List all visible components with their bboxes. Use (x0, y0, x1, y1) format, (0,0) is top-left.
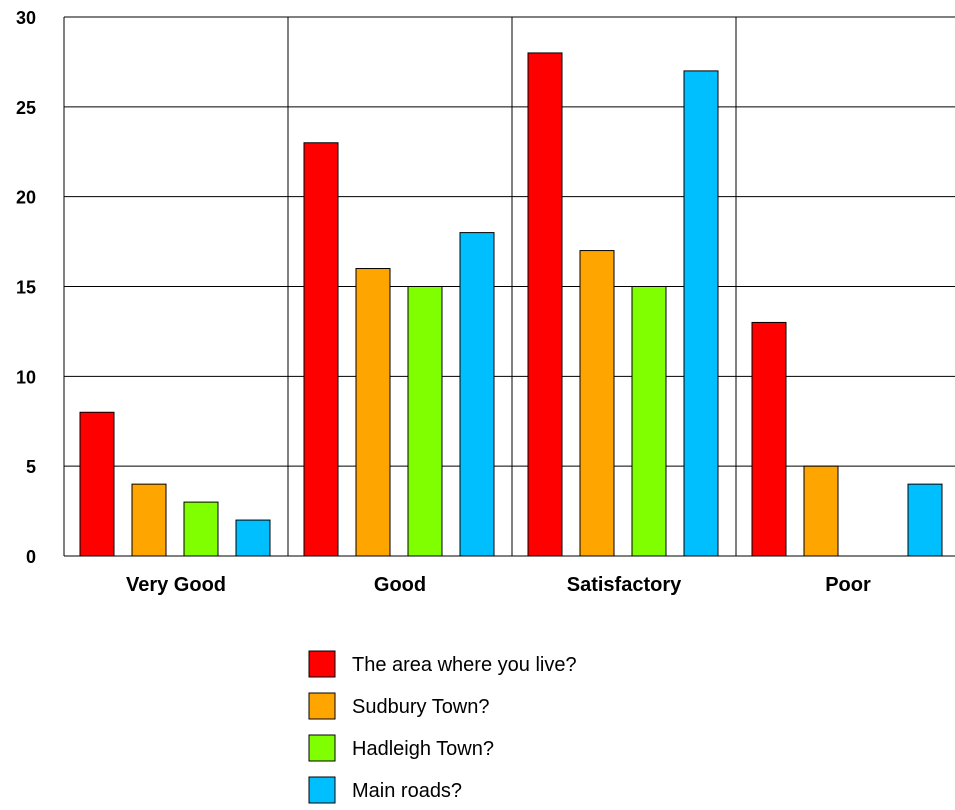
legend-swatch-3 (308, 734, 336, 762)
bar-very-good-series-4 (235, 519, 271, 557)
legend-swatch-4 (308, 776, 336, 804)
y-tick-label-20: 20 (16, 188, 36, 208)
bar-satisfactory-series-1 (527, 52, 563, 557)
legend-swatch-2 (308, 692, 336, 720)
bar-satisfactory-series-4 (683, 70, 719, 557)
legend-label-4: Main roads? (352, 780, 462, 802)
y-tick-label-15: 15 (16, 278, 36, 298)
bar-satisfactory-series-3 (631, 286, 667, 557)
y-tick-label-0: 0 (26, 547, 36, 567)
y-tick-label-30: 30 (16, 8, 36, 28)
bar-good-series-3 (407, 286, 443, 557)
gridlines (63, 16, 955, 557)
legend-swatch-1 (308, 650, 336, 678)
bar-poor-series-1 (751, 321, 787, 557)
bar-very-good-series-3 (183, 501, 219, 557)
bar-poor-series-2 (803, 465, 839, 557)
legend-label-3: Hadleigh Town? (352, 738, 494, 760)
y-tick-label-25: 25 (16, 98, 36, 118)
bar-good-series-1 (303, 142, 339, 557)
y-tick-label-10: 10 (16, 367, 36, 387)
legend-label-1: The area where you live? (352, 654, 577, 676)
bar-very-good-series-2 (131, 483, 167, 557)
bars (79, 52, 943, 557)
axes: 0 5 10 15 20 25 30 Very Good Good Satisfactory Poo… (16, 8, 955, 596)
bar-poor-series-4 (907, 483, 943, 557)
x-tick-label-satisfactory: Satisfactory (567, 574, 682, 596)
bar-good-series-2 (355, 268, 391, 557)
legend: The area where you live? Sudbury Town? Had… (308, 650, 577, 804)
y-tick-label-5: 5 (26, 457, 36, 477)
x-tick-label-good: Good (374, 574, 426, 596)
x-tick-label-very-good: Very Good (126, 574, 226, 596)
bar-satisfactory-series-2 (579, 250, 615, 557)
bar-very-good-series-1 (79, 411, 115, 557)
x-tick-label-poor: Poor (825, 574, 871, 596)
bar-good-series-4 (459, 232, 495, 557)
legend-label-2: Sudbury Town? (352, 696, 490, 718)
